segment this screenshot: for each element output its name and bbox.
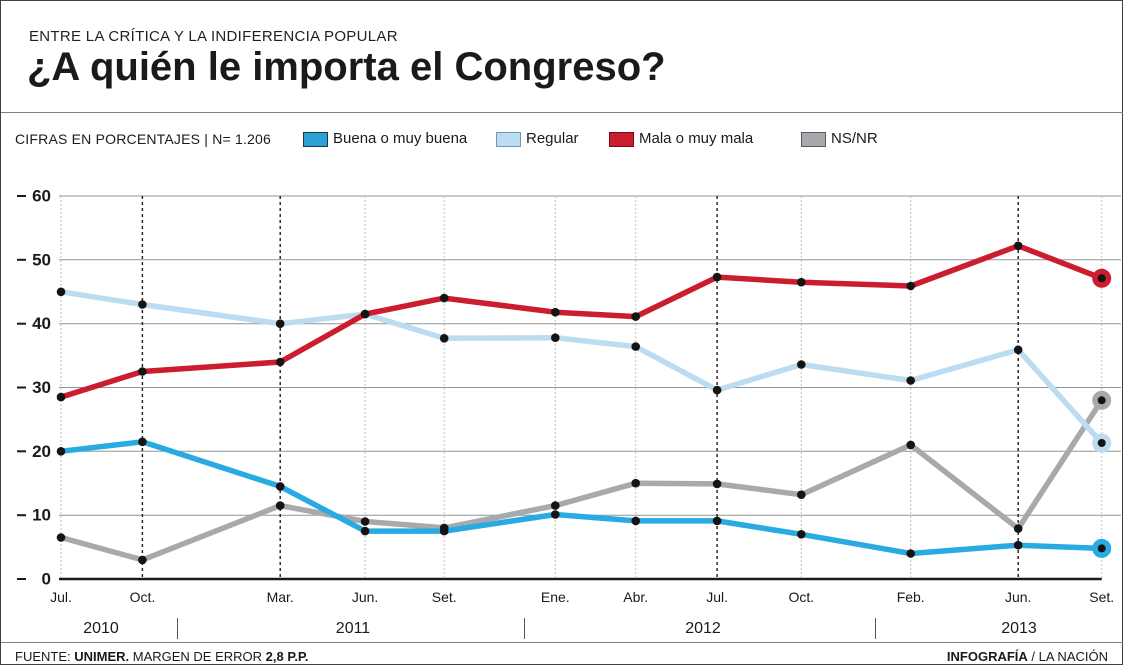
svg-text:Abr.: Abr. (623, 589, 648, 605)
svg-text:40: 40 (32, 314, 51, 333)
svg-text:60: 60 (32, 187, 51, 206)
svg-text:Feb.: Feb. (897, 589, 925, 605)
svg-text:10: 10 (32, 506, 51, 525)
svg-text:Mar.: Mar. (267, 589, 294, 605)
svg-text:Jun.: Jun. (352, 589, 378, 605)
svg-text:50: 50 (32, 250, 51, 269)
svg-text:Ene.: Ene. (541, 589, 570, 605)
svg-text:Jul.: Jul. (706, 589, 728, 605)
svg-text:20: 20 (32, 442, 51, 461)
svg-text:Jun.: Jun. (1005, 589, 1031, 605)
svg-text:Jul.: Jul. (50, 589, 72, 605)
svg-text:Oct.: Oct. (788, 589, 814, 605)
svg-text:Oct.: Oct. (130, 589, 156, 605)
svg-text:Set.: Set. (432, 589, 457, 605)
svg-text:Set.: Set. (1089, 589, 1114, 605)
svg-text:30: 30 (32, 378, 51, 397)
svg-text:0: 0 (42, 570, 51, 589)
